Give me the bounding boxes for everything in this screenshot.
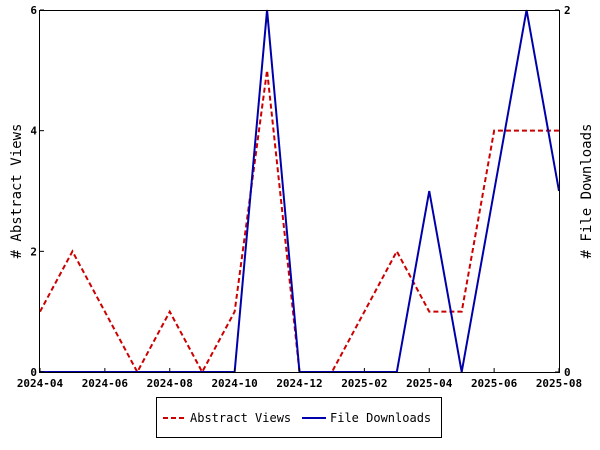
x-tick-label: 2024-06 — [82, 377, 129, 390]
x-tick-label: 2025-02 — [341, 377, 387, 390]
y-tick-label: 0 — [30, 366, 37, 379]
x-tick-label: 2024-08 — [147, 377, 193, 390]
series-line-file-downloads — [40, 9, 560, 373]
legend-label-file-downloads: File Downloads — [330, 411, 431, 425]
y-tick-label: 6 — [30, 4, 37, 17]
y-tick-label: 4 — [30, 125, 37, 138]
legend-box — [156, 397, 442, 438]
y-axis-title: # Abstract Views — [9, 124, 25, 259]
x-tick-label: 2024-10 — [211, 377, 257, 390]
x-tick-label: 2024-04 — [17, 377, 64, 390]
x-tick-label: 2024-12 — [276, 377, 322, 390]
y-tick-label: 2 — [30, 245, 37, 258]
y2-tick-label: 0 — [564, 366, 571, 379]
x-tick-label: 2025-06 — [471, 377, 518, 390]
series-line-abstract-views — [39, 70, 559, 375]
x-tick-label: 2025-04 — [406, 377, 453, 390]
plot-frame — [39, 10, 560, 373]
legend: Abstract Views File Downloads — [156, 397, 442, 438]
legend-label-abstract-views: Abstract Views — [190, 411, 291, 425]
y-axis-left: 0 2 4 6 — [30, 4, 44, 379]
y-axis-right: 02 — [555, 4, 571, 379]
x-axis: 2024-04 2024-06 2024-08 2024-10 2024-12 2025-… — [17, 368, 582, 390]
y2-tick-label: 2 — [564, 4, 571, 17]
y2-axis-title: # File Downloads — [579, 124, 595, 259]
x-tick-label: 2025-08 — [536, 377, 582, 390]
plot-lines — [39, 9, 560, 375]
